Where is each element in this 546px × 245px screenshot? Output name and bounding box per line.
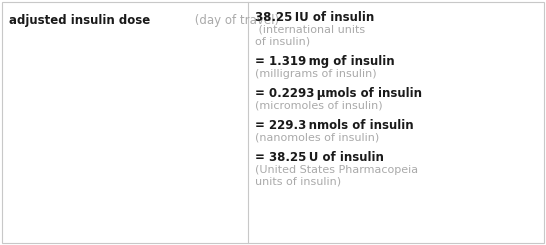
Text: = 229.3 nmols of insulin: = 229.3 nmols of insulin xyxy=(256,119,414,132)
Text: adjusted insulin dose: adjusted insulin dose xyxy=(9,14,150,27)
Text: = 0.2293 µmols of insulin: = 0.2293 µmols of insulin xyxy=(256,87,423,100)
Text: (milligrams of insulin): (milligrams of insulin) xyxy=(256,69,377,79)
Text: (international units: (international units xyxy=(256,25,366,35)
Text: (micromoles of insulin): (micromoles of insulin) xyxy=(256,101,383,111)
Text: 38.25 IU of insulin: 38.25 IU of insulin xyxy=(256,11,375,24)
Text: of insulin): of insulin) xyxy=(256,37,311,47)
Text: = 1.319 mg of insulin: = 1.319 mg of insulin xyxy=(256,55,395,68)
Text: = 38.25 U of insulin: = 38.25 U of insulin xyxy=(256,151,384,164)
Text: (United States Pharmacopeia: (United States Pharmacopeia xyxy=(256,165,419,175)
Text: units of insulin): units of insulin) xyxy=(256,177,342,187)
Text: (day of travel): (day of travel) xyxy=(191,14,280,27)
Text: (nanomoles of insulin): (nanomoles of insulin) xyxy=(256,133,379,143)
